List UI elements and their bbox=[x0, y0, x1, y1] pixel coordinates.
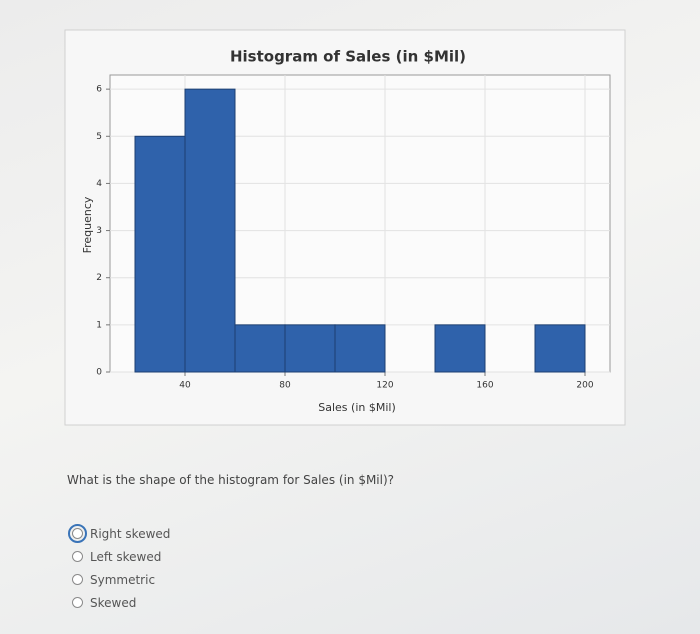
x-axis-label: Sales (in $Mil) bbox=[318, 401, 395, 414]
bar bbox=[434, 324, 486, 373]
bar bbox=[234, 324, 286, 373]
bar bbox=[134, 135, 186, 373]
radio-button[interactable] bbox=[72, 597, 83, 608]
radio-button[interactable] bbox=[72, 574, 83, 585]
option-label: Symmetric bbox=[90, 572, 156, 587]
options: Right skewed Left skewed Symmetric Skewed bbox=[68, 522, 171, 614]
y-axis-label: Frequency bbox=[81, 196, 94, 253]
chart: Histogram of Sales (in $Mil) Sales (in $… bbox=[64, 29, 626, 426]
radio-button[interactable] bbox=[68, 524, 87, 543]
answer-option[interactable]: Skewed bbox=[72, 591, 170, 614]
y-tick-label: 0 bbox=[96, 368, 102, 378]
x-tick-label: 40 bbox=[179, 381, 191, 391]
bar bbox=[184, 88, 236, 373]
answer-option[interactable]: Right skewed bbox=[68, 522, 171, 545]
y-tick-label: 3 bbox=[96, 226, 102, 236]
x-tick-label: 160 bbox=[476, 381, 493, 391]
question: What is the shape of the histogram for S… bbox=[67, 473, 395, 487]
x-tick-label: 120 bbox=[376, 381, 393, 391]
x-tick-label: 200 bbox=[576, 381, 593, 391]
y-tick-label: 1 bbox=[96, 320, 102, 330]
chart-title: Histogram of Sales (in $Mil) bbox=[230, 48, 466, 66]
option-label: Left skewed bbox=[90, 549, 162, 564]
answer-option[interactable]: Left skewed bbox=[72, 545, 170, 568]
y-tick-label: 5 bbox=[96, 132, 102, 142]
y-tick-label: 2 bbox=[96, 273, 102, 283]
y-tick-label: 4 bbox=[96, 179, 102, 189]
radio-button[interactable] bbox=[72, 551, 83, 562]
bar bbox=[334, 324, 386, 373]
option-label: Right skewed bbox=[90, 526, 171, 541]
bar bbox=[534, 324, 586, 373]
answer-option[interactable]: Symmetric bbox=[72, 568, 170, 591]
y-tick-label: 6 bbox=[96, 85, 102, 95]
option-label: Skewed bbox=[90, 595, 137, 610]
bar bbox=[284, 324, 336, 373]
x-tick-label: 80 bbox=[279, 381, 291, 391]
